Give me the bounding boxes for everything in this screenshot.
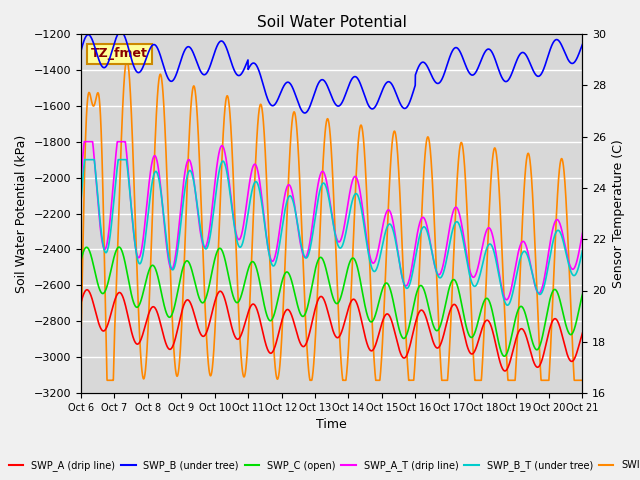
Legend: SWP_A (drip line), SWP_B (under tree), SWP_C (open), SWP_A_T (drip line), SWP_B_: SWP_A (drip line), SWP_B (under tree), S… bbox=[5, 456, 640, 475]
Y-axis label: Soil Water Potential (kPa): Soil Water Potential (kPa) bbox=[15, 134, 28, 293]
X-axis label: Time: Time bbox=[316, 419, 347, 432]
Title: Soil Water Potential: Soil Water Potential bbox=[257, 15, 406, 30]
Y-axis label: Sensor Temperature (C): Sensor Temperature (C) bbox=[612, 139, 625, 288]
Text: TZ_fmet: TZ_fmet bbox=[91, 48, 148, 60]
